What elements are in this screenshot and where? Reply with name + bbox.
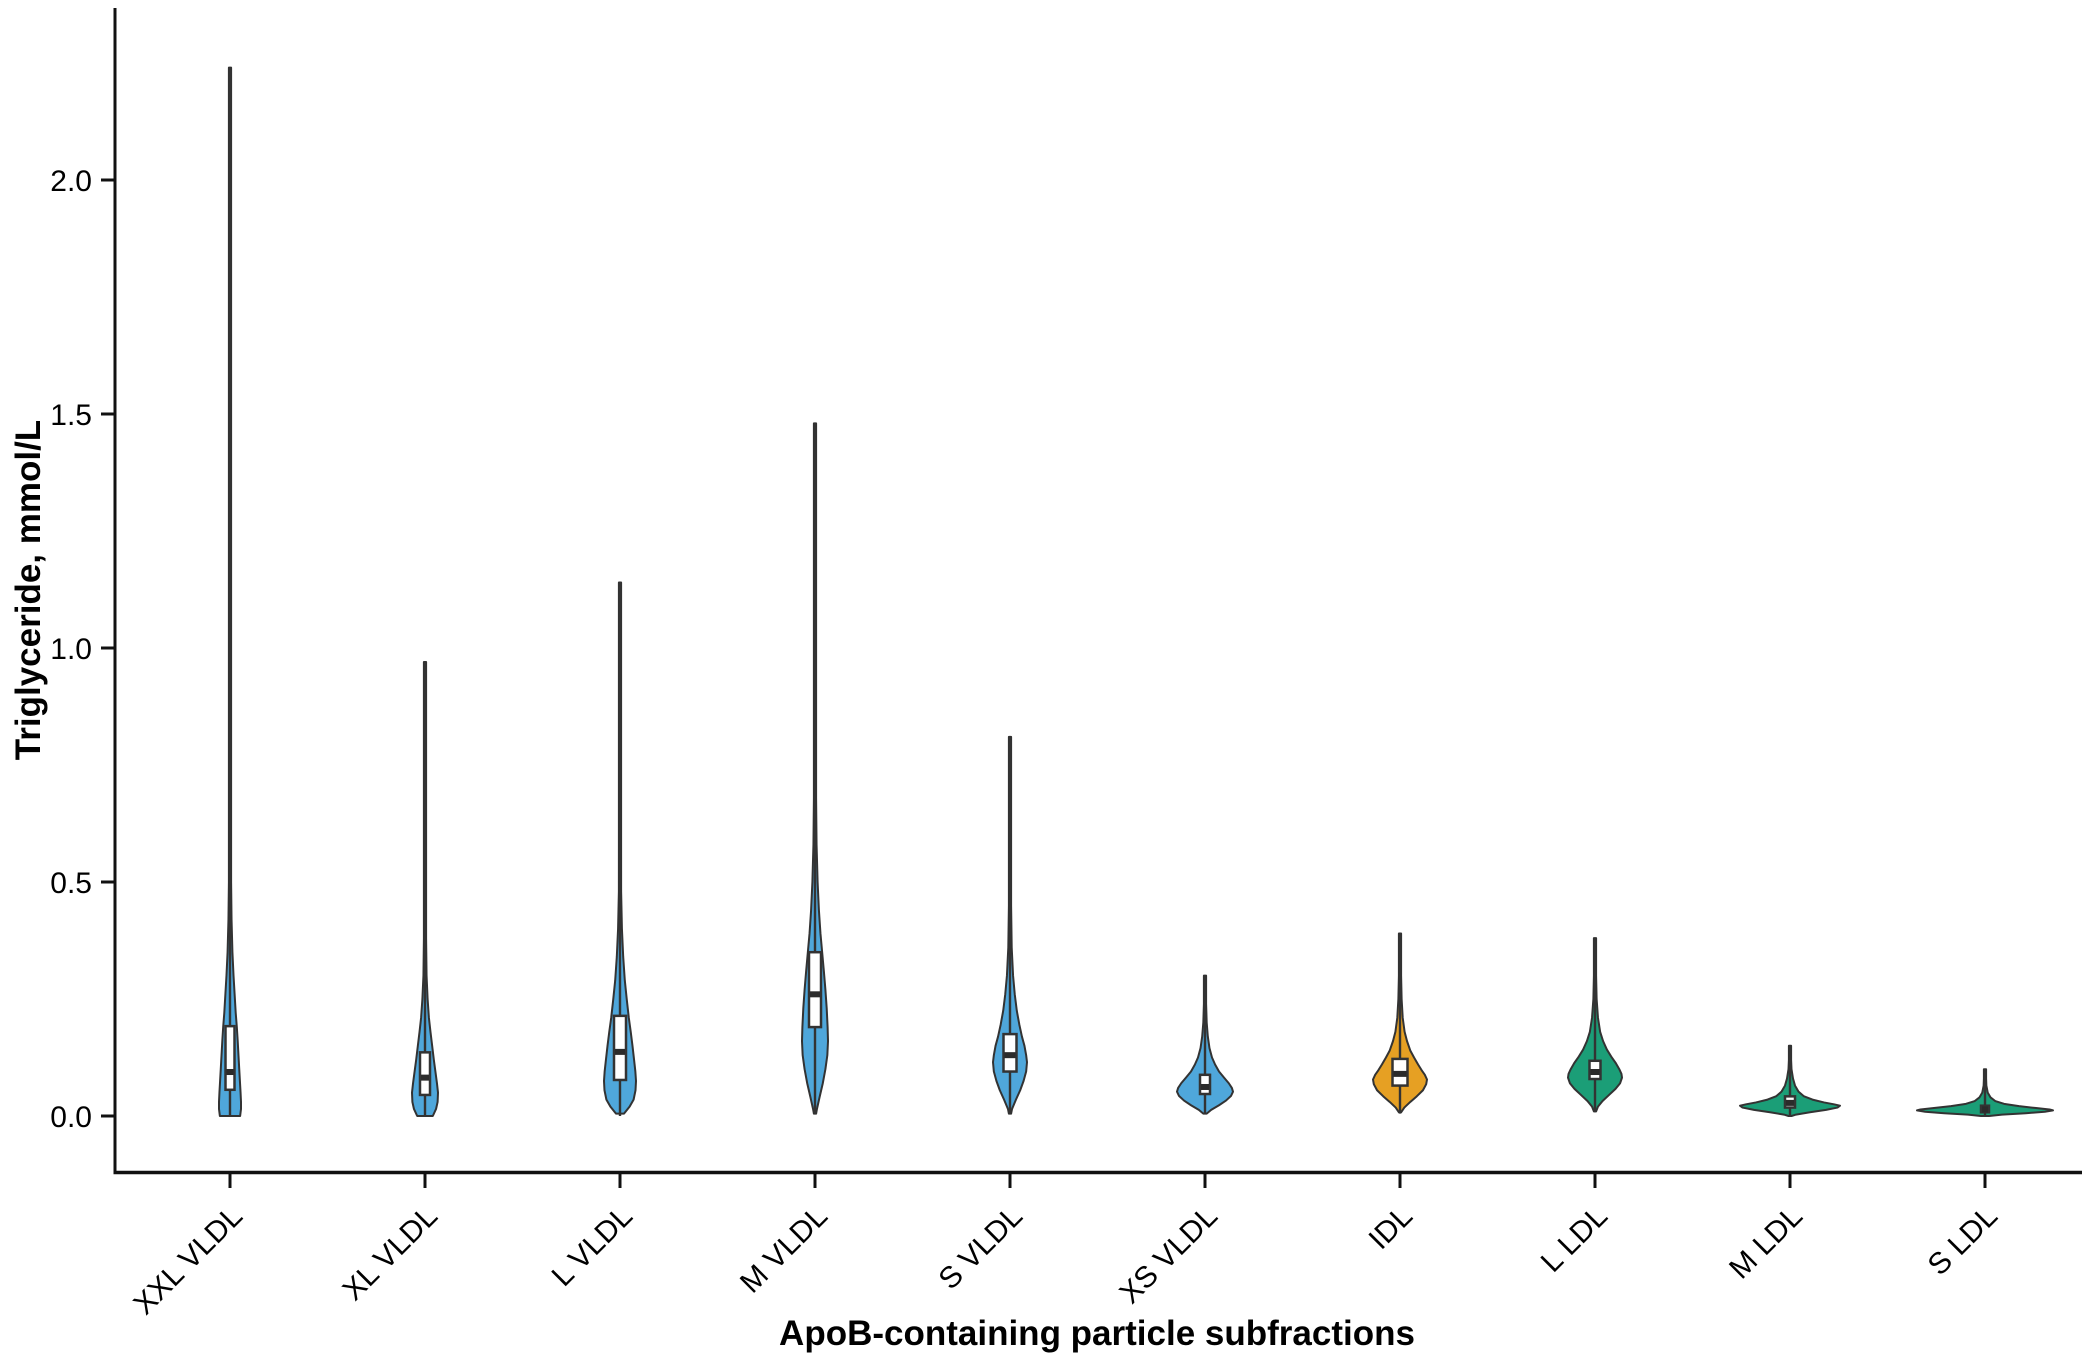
x-tick-label-xxl-vldl: XXL VLDL [127, 1200, 249, 1322]
labels-layer: 0.0 0.5 1.0 1.5 2.0 XXL VLDL XL VLDL L VLDL M VL… [50, 165, 2004, 1321]
ticks-layer [101, 178, 1987, 1188]
median-band [421, 1074, 429, 1081]
violin-l-vldl [603, 581, 637, 1116]
violin-xxl-vldl [218, 66, 242, 1117]
violin-xs-vldl [1176, 974, 1234, 1115]
y-tick-label: 0.0 [50, 1101, 92, 1134]
violin-s-ldl [1916, 1068, 2054, 1117]
box [612, 1014, 628, 1082]
median-band [1004, 1052, 1016, 1059]
median-band [1590, 1069, 1600, 1076]
y-tick-label: 1.0 [50, 633, 92, 666]
median-band [1393, 1070, 1407, 1077]
y-tick-label: 2.0 [50, 165, 92, 198]
box [807, 950, 823, 1029]
violin-xl-vldl [411, 661, 439, 1117]
x-tick-label-xs-vldl: XS VLDL [1113, 1200, 1224, 1311]
x-tick-label-s-ldl: S LDL [1922, 1200, 2004, 1282]
x-tick-label-m-vldl: M VLDL [734, 1200, 834, 1300]
x-tick-label-l-ldl: L LDL [1535, 1200, 1614, 1279]
median-band [615, 1048, 625, 1055]
median-band [1786, 1099, 1794, 1106]
box [224, 1024, 236, 1092]
y-tick-label: 1.5 [50, 399, 92, 432]
y-tick-label: 0.5 [50, 867, 92, 900]
x-tick-label-xl-vldl: XL VLDL [336, 1200, 443, 1307]
box [418, 1051, 432, 1097]
x-axis-title: ApoB-containing particle subfractions [779, 1314, 1415, 1353]
median-band [1982, 1106, 1988, 1113]
median-band [810, 991, 820, 998]
violins-layer [218, 66, 2054, 1117]
violin-m-ldl [1739, 1044, 1841, 1117]
x-tick-label-l-vldl: L VLDL [546, 1200, 639, 1293]
x-tick-label-m-ldl: M LDL [1723, 1200, 1809, 1286]
violin-s-vldl [992, 735, 1028, 1115]
y-axis-title: Triglyceride, mmol/L [9, 420, 48, 760]
violin-l-ldl [1567, 937, 1623, 1113]
violin-m-vldl [801, 422, 829, 1115]
violin-idl [1372, 932, 1428, 1114]
x-tick-label-s-vldl: S VLDL [933, 1200, 1029, 1296]
median-band [226, 1069, 234, 1076]
x-tick-label-idl: IDL [1363, 1200, 1419, 1256]
median-band [1201, 1083, 1209, 1090]
